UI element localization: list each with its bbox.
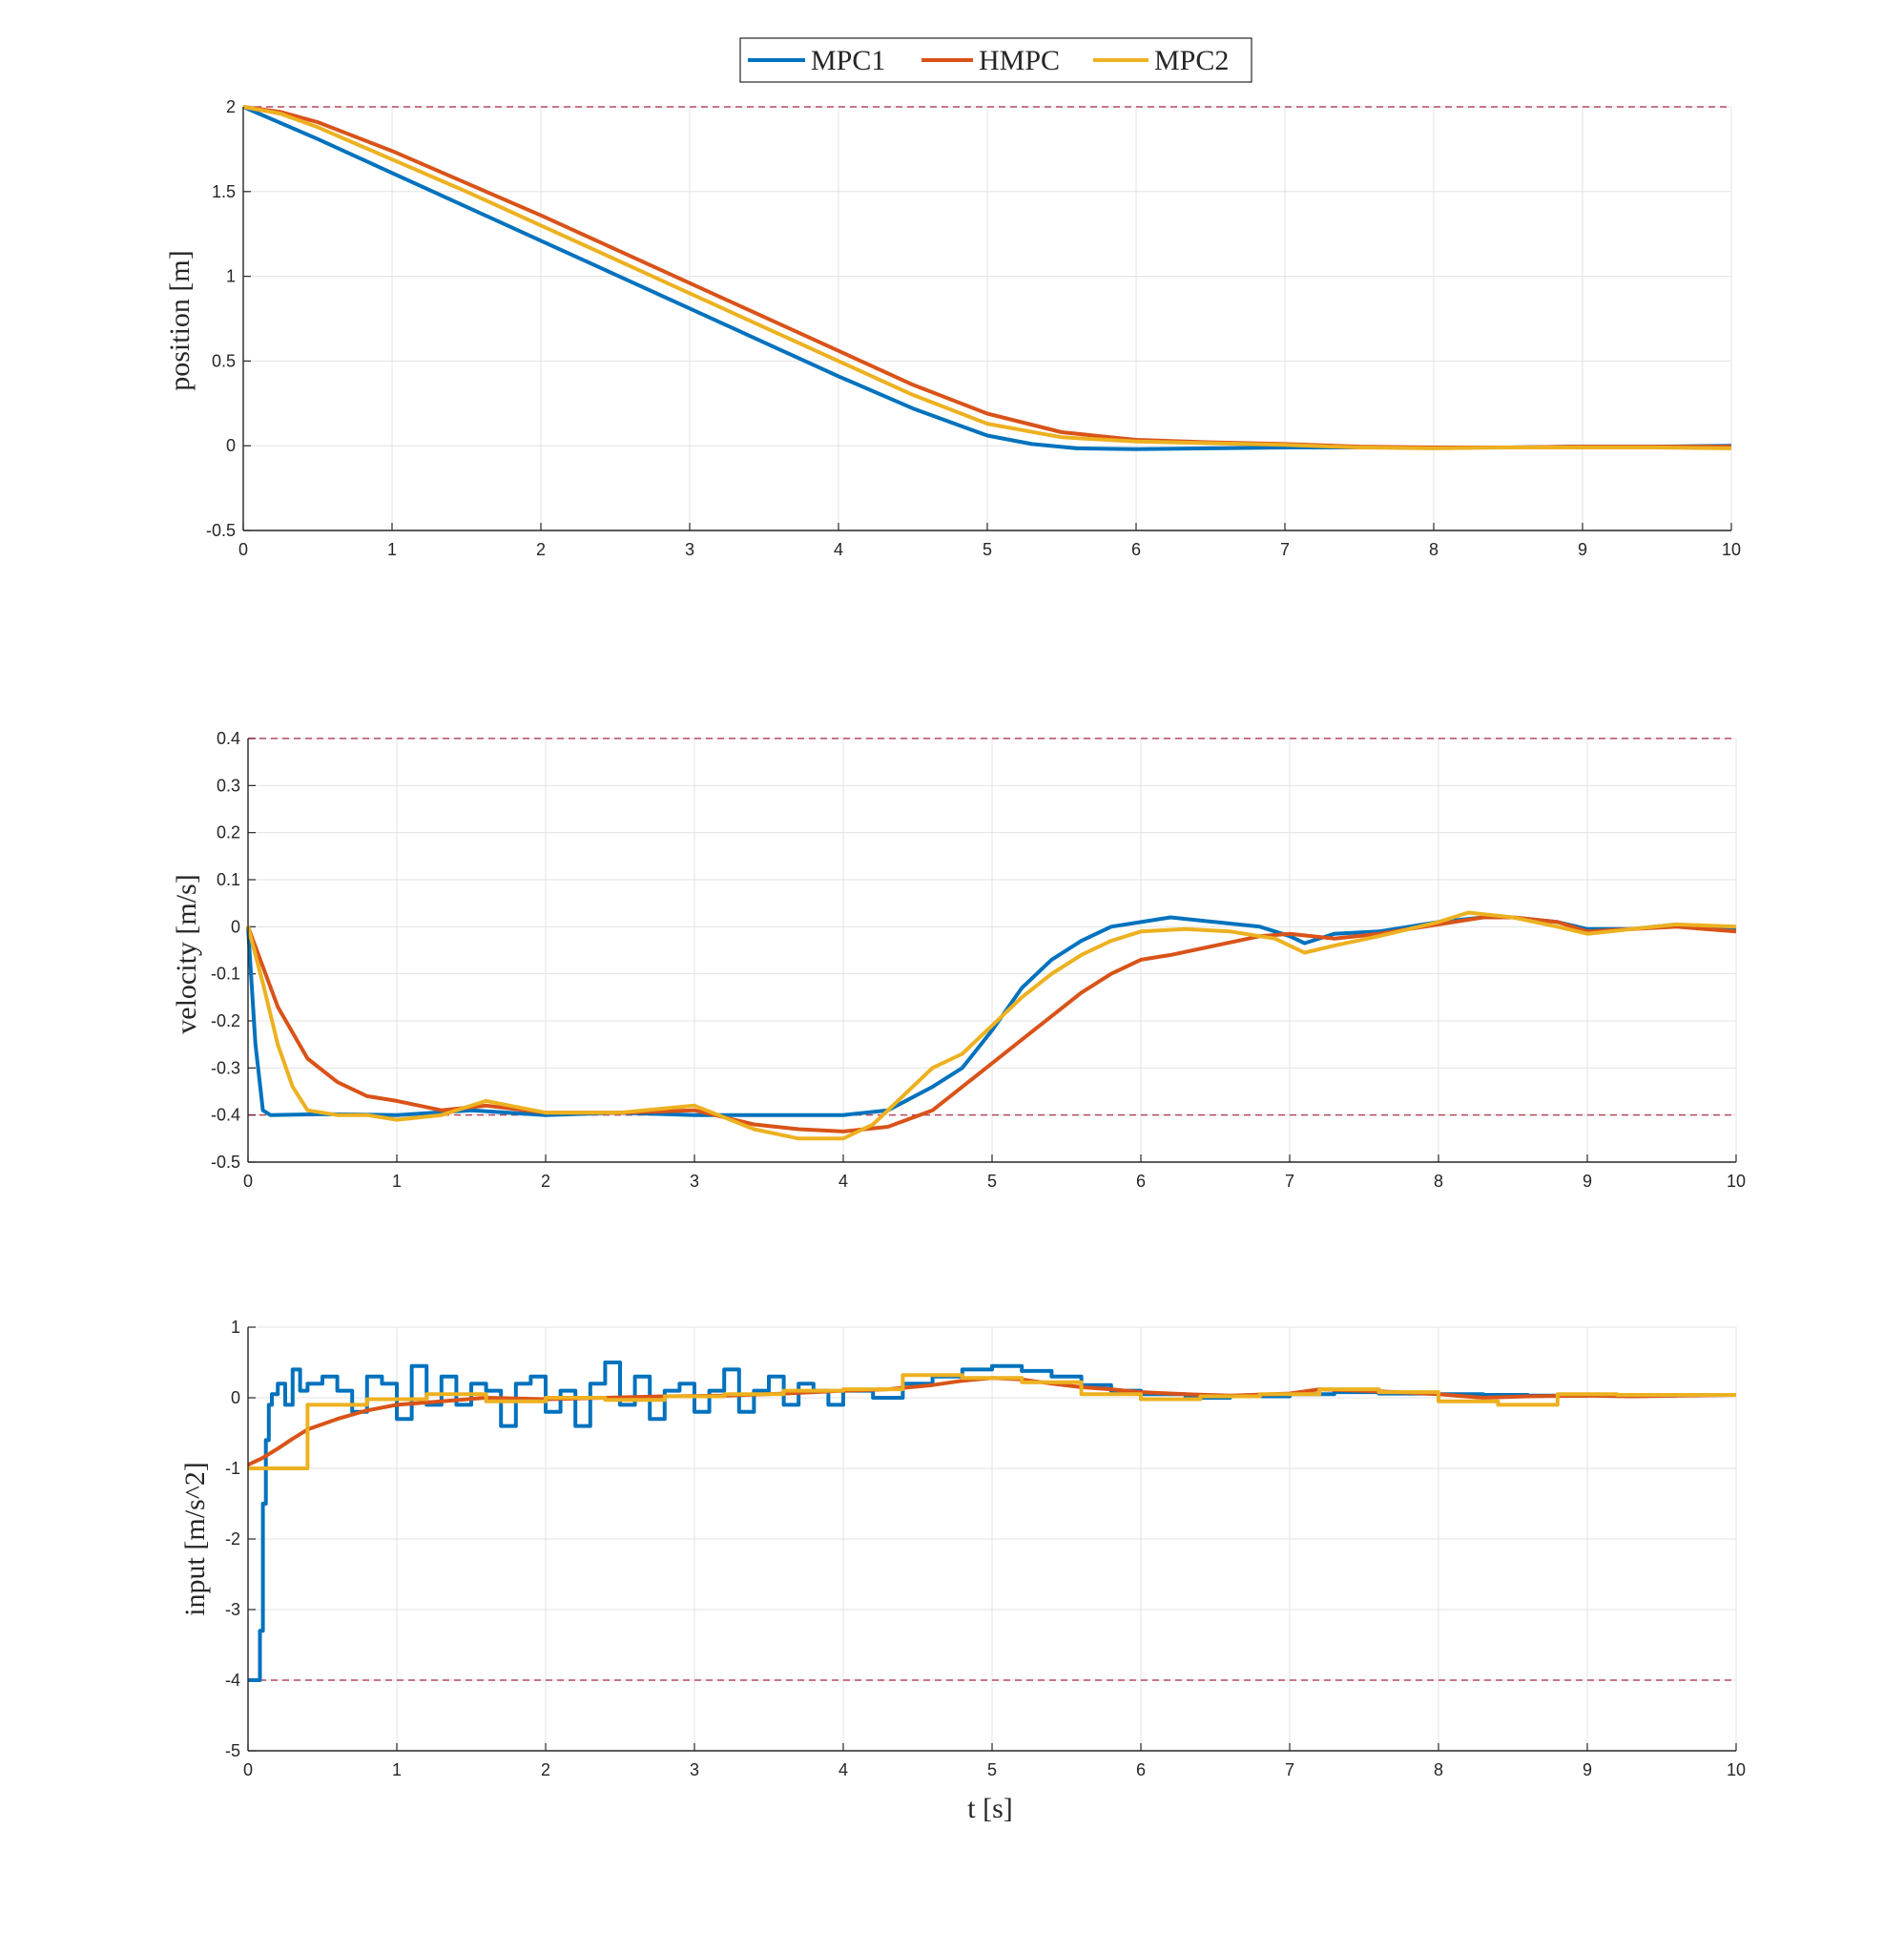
position-x-tick-label: 6: [1131, 540, 1141, 559]
position-x-tick-label: 8: [1429, 540, 1438, 559]
velocity-x-tick-label: 7: [1285, 1172, 1294, 1191]
position-subplot: 0 1 2 3 4 5 6 7 8 9 10-0.500.511.52: [206, 97, 1741, 559]
legend-label-mpc2: MPC2: [1154, 45, 1229, 76]
velocity-y-tick-label: 0: [231, 917, 240, 936]
input-y-tick-label: 0: [231, 1388, 240, 1407]
input-y-tick-label: -2: [225, 1529, 240, 1549]
velocity-subplot: 0 1 2 3 4 5 6 7 8 9 10 -0.5 -0.4 -0.3 -0.2 -0.1 0 0.1 0.2 0…: [211, 729, 1746, 1191]
input-series-mpc2: [248, 1373, 1736, 1470]
position-series-mpc2: [242, 105, 1732, 450]
position-x-tick-label: 0: [238, 540, 248, 559]
input-x-tick-label: 6: [1136, 1760, 1146, 1779]
velocity-x-tick-label: 9: [1583, 1172, 1592, 1191]
input-x-tick-label: 7: [1285, 1760, 1294, 1779]
velocity-series-mpc2: [246, 910, 1737, 1141]
velocity-x-tick-label: 5: [987, 1172, 997, 1191]
velocity-x-tick-label: 1: [392, 1172, 402, 1191]
velocity-y-tick-label: -0.4: [211, 1106, 240, 1125]
input-y-tick-label: -5: [225, 1741, 240, 1760]
legend-label-mpc1: MPC1: [811, 45, 885, 76]
position-x-tick-label: 2: [536, 540, 546, 559]
input-x-tick-label: 2: [541, 1760, 550, 1779]
velocity-y-tick-label: 0.1: [217, 870, 240, 889]
position-y-tick-label: -0.5: [206, 521, 236, 540]
position-x-tick-label: 4: [834, 540, 843, 559]
velocity-y-tick-label: -0.1: [211, 965, 240, 984]
input-x-tick-label: 10: [1727, 1760, 1746, 1779]
position-y-tick-label: 1: [226, 267, 236, 286]
input-y-tick-label: -4: [225, 1671, 240, 1690]
input-x-tick-label: 5: [987, 1760, 997, 1779]
velocity-x-tick-label: 4: [838, 1172, 848, 1191]
input-y-tick-label: -1: [225, 1459, 240, 1478]
position-x-tick-label: 10: [1722, 540, 1741, 559]
input-x-tick-label: 4: [838, 1760, 848, 1779]
velocity-y-tick-label: -0.5: [211, 1153, 240, 1172]
velocity-x-tick-label: 8: [1434, 1172, 1443, 1191]
velocity-x-tick-label: 2: [541, 1172, 550, 1191]
input-x-tick-label: 8: [1434, 1760, 1443, 1779]
position-x-tick-label: 3: [685, 540, 694, 559]
velocity-ylabel: velocity [m/s]: [171, 874, 202, 1033]
velocity-x-tick-label: 0: [243, 1172, 253, 1191]
input-y-tick-label: -3: [225, 1600, 240, 1619]
input-xlabel: t [s]: [967, 1793, 1013, 1824]
input-x-tick-label: 0: [243, 1760, 253, 1779]
velocity-y-tick-label: -0.3: [211, 1058, 240, 1077]
position-y-tick-label: 2: [226, 97, 236, 116]
velocity-y-tick-label: -0.2: [211, 1011, 240, 1030]
position-y-tick-label: 0: [226, 436, 236, 455]
input-subplot: 0 1 2 3 4 5 6 7 8 9 10 -5 -4 -3 -2 -1 0 1: [225, 1318, 1746, 1779]
position-x-tick-label: 1: [387, 540, 397, 559]
input-y-tick-label: 1: [231, 1318, 240, 1337]
legend-box: [739, 37, 1252, 83]
velocity-x-tick-label: 6: [1136, 1172, 1146, 1191]
legend: MPC1 HMPC MPC2: [739, 37, 1252, 83]
position-x-tick-label: 9: [1578, 540, 1587, 559]
legend-label-hmpc: HMPC: [979, 45, 1060, 76]
velocity-x-tick-label: 10: [1727, 1172, 1746, 1191]
input-ylabel: input [m/s^2]: [179, 1462, 211, 1616]
velocity-y-tick-label: 0.4: [217, 729, 240, 748]
input-x-tick-label: 1: [392, 1760, 402, 1779]
position-y-tick-label: 1.5: [212, 182, 236, 201]
input-x-tick-label: 3: [690, 1760, 699, 1779]
position-ylabel: position [m]: [164, 250, 196, 391]
velocity-y-tick-label: 0.2: [217, 823, 240, 842]
velocity-series-hmpc: [246, 915, 1737, 1133]
position-x-tick-label: 7: [1280, 540, 1290, 559]
input-x-tick-label: 9: [1583, 1760, 1592, 1779]
velocity-y-tick-label: 0.3: [217, 776, 240, 795]
position-x-tick-label: 5: [983, 540, 992, 559]
velocity-x-tick-label: 3: [690, 1172, 699, 1191]
position-y-tick-label: 0.5: [212, 351, 236, 370]
